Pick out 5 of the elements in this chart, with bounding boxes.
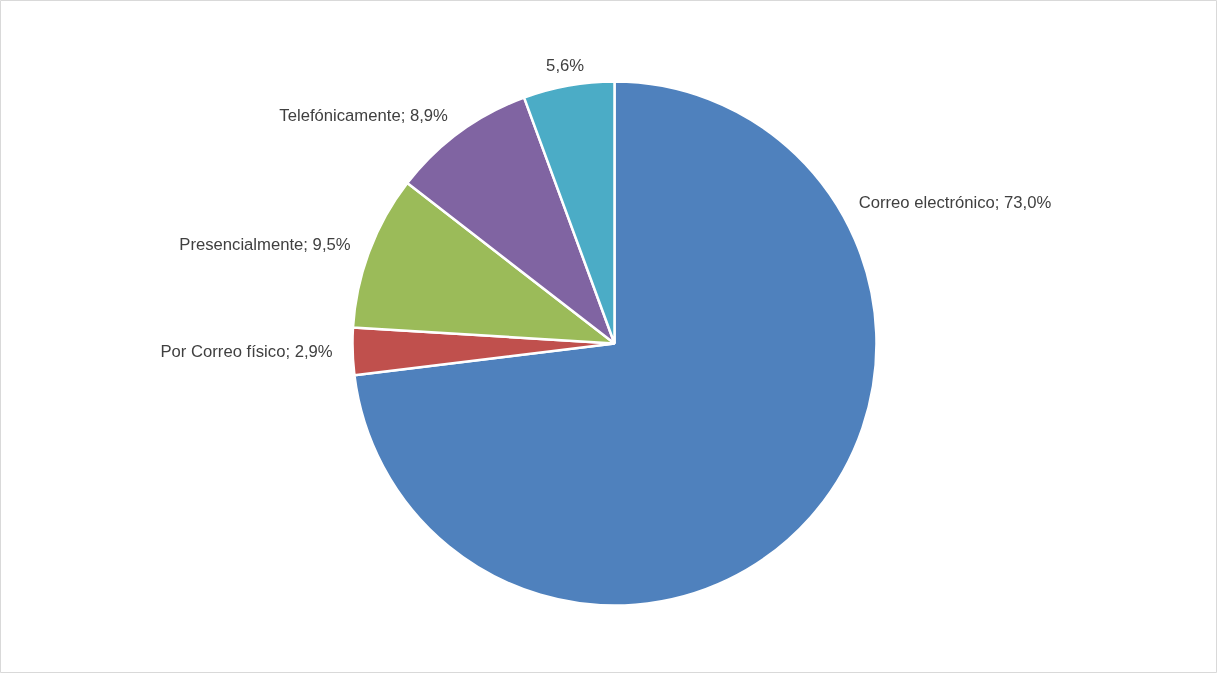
- data-label: 5,6%: [546, 56, 585, 76]
- slice-label: Presencialmente; 9,5%: [179, 234, 351, 254]
- slice-label: Correo electrónico; 73,0%: [858, 193, 1052, 212]
- slice-label: Telefónicamente; 8,9%: [279, 106, 449, 126]
- slice-label: Por Correo físico; 2,9%: [160, 342, 333, 362]
